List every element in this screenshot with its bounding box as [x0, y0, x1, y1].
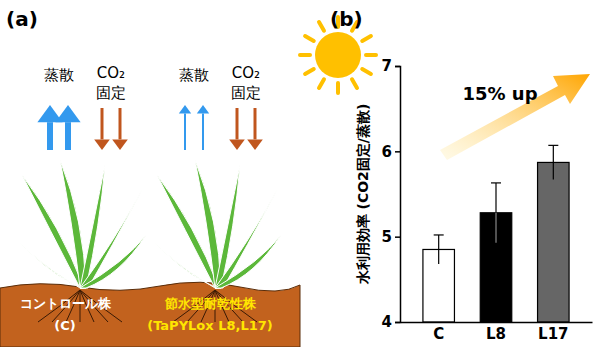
error-bar	[434, 235, 444, 264]
error-line	[553, 162, 554, 179]
error-cap	[491, 182, 501, 183]
bar	[480, 213, 512, 322]
plant-group: 蒸散 CO₂ 固定節水型耐乾性株 (TaPYLox L8,L17)	[147, 64, 281, 333]
panel-a: (a) 蒸散 CO₂ 固定コントロール株 (C) 蒸散 CO₂ 固定節水型耐乾性株 (TaPYL…	[0, 7, 376, 347]
x-tick: L17	[538, 322, 568, 343]
transpiration-label: 蒸散	[44, 66, 74, 84]
error-cap	[434, 234, 444, 235]
y-tick: 7	[382, 57, 400, 75]
transpiration-arrow	[202, 113, 204, 150]
fixation-arrow	[236, 108, 239, 139]
leaf	[18, 240, 82, 288]
sun-ray	[319, 22, 324, 31]
error-line	[495, 213, 496, 243]
y-tick-label: 6	[382, 143, 392, 161]
plant-group: 蒸散 CO₂ 固定コントロール株 (C)	[18, 64, 146, 333]
co2-label: CO₂	[232, 64, 260, 82]
sun-ray	[362, 69, 371, 74]
fixation-arrow	[101, 108, 104, 139]
soil	[0, 282, 300, 347]
x-axis-line	[401, 322, 593, 324]
transpiration-arrow	[184, 113, 186, 150]
error-bar	[491, 183, 501, 243]
co2-label: CO₂	[97, 64, 125, 82]
y-tick-label: 7	[382, 57, 392, 75]
bar	[538, 162, 570, 322]
y-axis-line	[395, 67, 401, 323]
leaf	[215, 235, 281, 288]
error-line	[438, 249, 439, 264]
y-axis: 4 5 6 7	[382, 57, 401, 331]
y-tick-label: 5	[382, 228, 392, 246]
leaf	[153, 240, 217, 288]
y-tick-mark	[395, 322, 400, 324]
error-bar	[548, 145, 558, 179]
transpiration-arrow-head	[55, 105, 80, 122]
leaf	[195, 160, 221, 288]
sun-ray	[305, 36, 314, 41]
fixation-arrow	[254, 108, 257, 139]
x-tick-label: L8	[486, 325, 506, 343]
annotation-arrow	[440, 74, 590, 160]
transpiration-arrow	[47, 122, 53, 150]
transpiration-label: 蒸散	[179, 66, 209, 84]
y-axis-title: 水利用効率 (CO2固定/蒸散)	[355, 104, 371, 286]
fixation-arrow-head	[112, 139, 128, 150]
leaf	[60, 160, 86, 288]
error-line	[553, 145, 554, 162]
y-tick-mark	[395, 151, 400, 153]
x-tick-label: C	[433, 325, 444, 343]
sun-ray	[305, 69, 314, 74]
annotation: 15% up	[462, 83, 537, 104]
bar	[423, 249, 455, 322]
figure: (a) 蒸散 CO₂ 固定コントロール株 (C) 蒸散 CO₂ 固定節水型耐乾性株 (TaPYL…	[0, 0, 600, 347]
sun-ray	[362, 36, 371, 41]
error-cap	[548, 145, 558, 146]
x-axis: C L8 L17	[401, 322, 593, 343]
y-tick: 4	[382, 313, 400, 331]
y-tick-mark	[395, 66, 400, 68]
transpiration-arrow	[65, 122, 71, 150]
sun-ray	[352, 79, 357, 88]
x-tick-label: L17	[538, 325, 568, 343]
sun-ray	[319, 79, 324, 88]
fixation-label: 固定	[231, 84, 261, 102]
sun-ray	[336, 83, 340, 93]
y-tick-mark	[395, 236, 400, 238]
y-tick: 6	[382, 143, 400, 161]
fixation-arrow	[119, 108, 122, 139]
y-tick: 5	[382, 228, 400, 246]
fixation-arrow-head	[229, 139, 245, 150]
sun-disk	[315, 32, 361, 78]
plant-label: 節水型耐乾性株	[164, 296, 257, 311]
plot-area	[423, 145, 569, 322]
sun-ray	[366, 53, 376, 57]
plant-sublabel: (TaPYLox L8,L17)	[147, 318, 273, 333]
error-line	[438, 235, 439, 250]
fixation-arrow-head	[247, 139, 263, 150]
fixation-label: 固定	[96, 84, 126, 102]
panel-label: (b)	[330, 7, 363, 31]
error-line	[495, 183, 496, 213]
transpiration-arrow-head	[197, 105, 209, 113]
x-tick: C	[433, 322, 444, 343]
sun-ray	[300, 53, 310, 57]
panel-label: (a)	[6, 7, 38, 31]
plant-sublabel: (C)	[54, 318, 75, 333]
leaf	[80, 235, 146, 288]
y-tick-label: 4	[382, 313, 392, 331]
transpiration-arrow-head	[179, 105, 191, 113]
plant-label: コントロール株	[20, 296, 112, 311]
fixation-arrow-head	[94, 139, 110, 150]
x-tick: L8	[486, 322, 506, 343]
